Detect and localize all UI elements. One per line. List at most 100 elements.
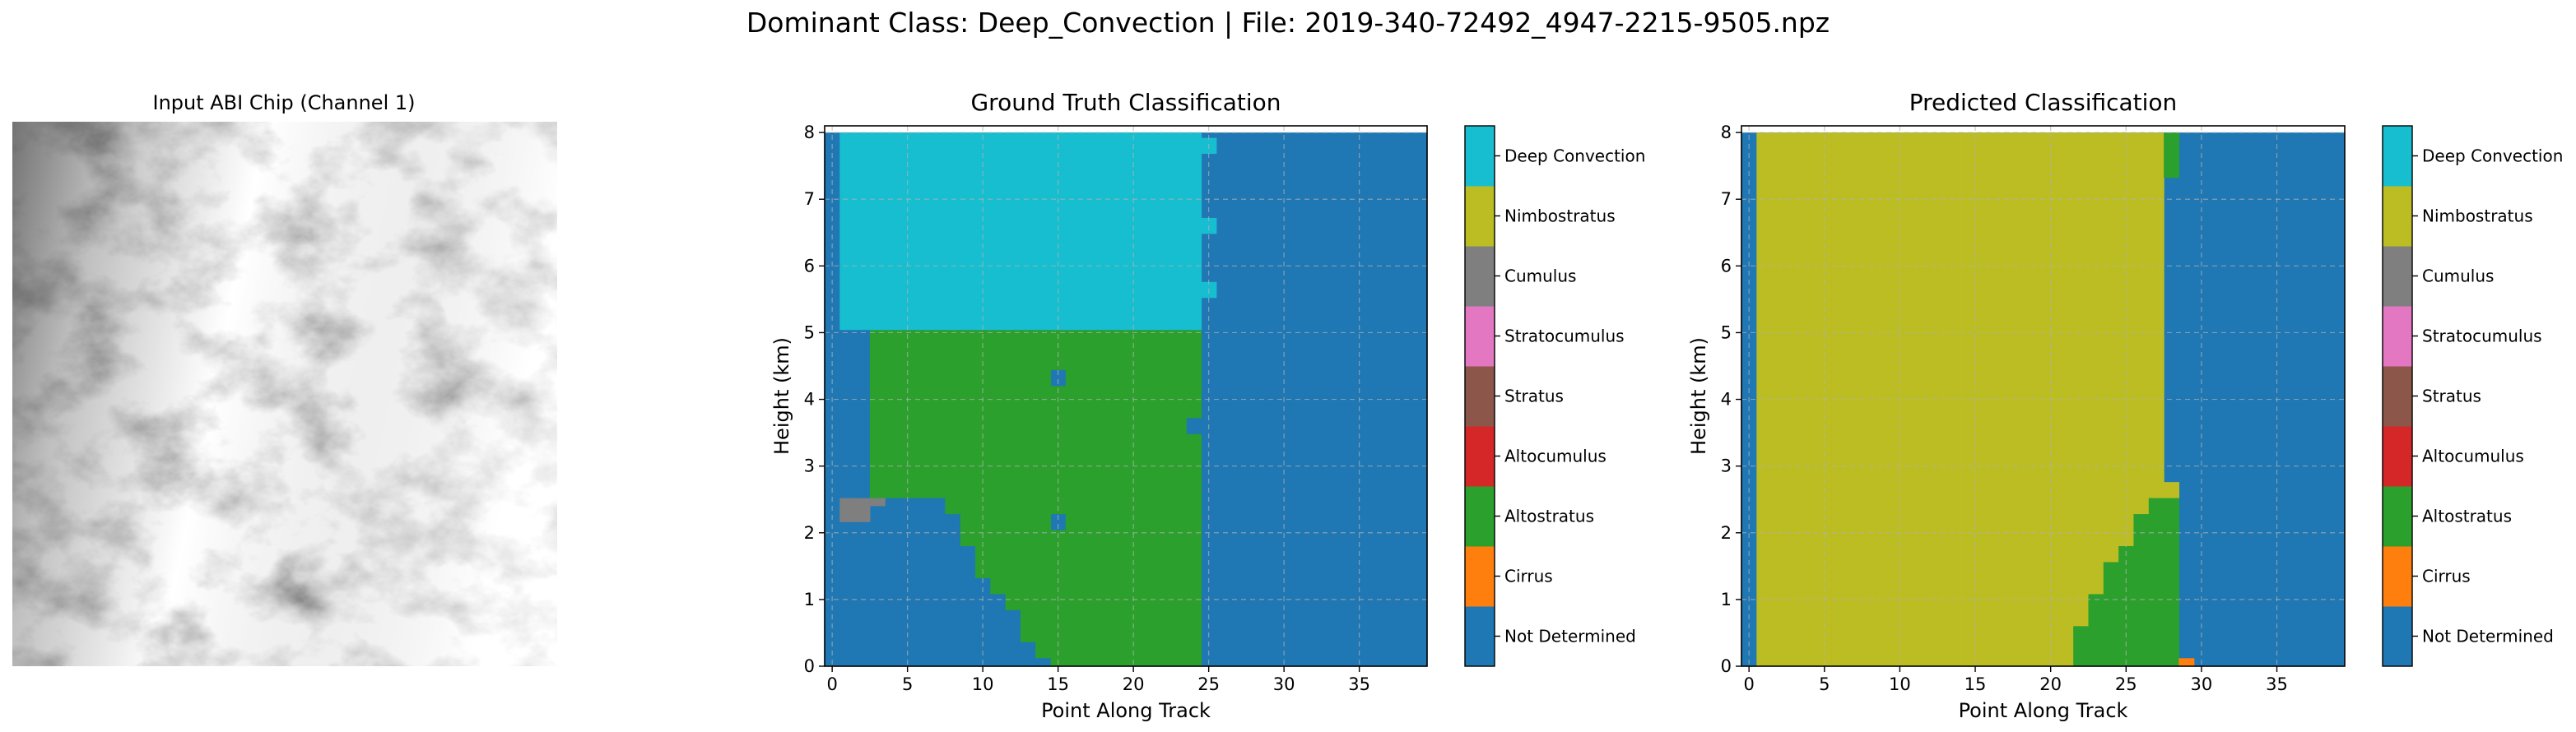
predicted-cell-x24-0 bbox=[2103, 562, 2119, 666]
ground-truth-ytick-label-8: 8 bbox=[804, 123, 815, 142]
ground-truth-cell-x21-1 bbox=[1141, 132, 1157, 331]
ground-truth-cell-x22-1 bbox=[1155, 132, 1172, 331]
ground-truth-cell-x13-0 bbox=[1020, 330, 1036, 642]
ground-truth-ytick-label-3: 3 bbox=[804, 456, 815, 476]
ground-truth-colorbar-swatch-stratus bbox=[1465, 366, 1495, 427]
predicted-ytick-label-4: 4 bbox=[1721, 390, 1732, 410]
ground-truth-ytick-label-7: 7 bbox=[804, 189, 815, 209]
figure-suptitle: Dominant Class: Deep_Convection | File: … bbox=[746, 7, 1830, 39]
predicted-colorbar-label-stratus: Stratus bbox=[2422, 387, 2481, 406]
ground-truth-cell-x12-1 bbox=[1005, 132, 1021, 331]
predicted-xtick-label-15: 15 bbox=[1965, 674, 1987, 694]
predicted-cell-x22-0 bbox=[2073, 626, 2090, 666]
predicted-cell-x28-0 bbox=[2164, 498, 2180, 666]
predicted-colorbar-label-cumulus: Cumulus bbox=[2422, 266, 2494, 286]
ground-truth-xtick-label-35: 35 bbox=[1348, 674, 1370, 694]
ground-truth-cell-x16-1 bbox=[1065, 132, 1081, 331]
ground-truth-cell-x6-0 bbox=[914, 330, 931, 498]
ground-truth-cell-x4-0 bbox=[885, 330, 901, 498]
predicted-colorbar-frame bbox=[2382, 125, 2413, 667]
predicted-ytick-label-2: 2 bbox=[1721, 523, 1732, 543]
ground-truth-colorbar-swatch-altostratus bbox=[1465, 486, 1495, 547]
ground-truth-cell-x15-3 bbox=[1050, 132, 1067, 331]
ground-truth-cell-x15-2 bbox=[1050, 330, 1067, 370]
ground-truth-cell-x5-0 bbox=[900, 330, 916, 498]
predicted-cell-x28-2 bbox=[2164, 132, 2180, 178]
predicted-ytick-label-6: 6 bbox=[1721, 256, 1732, 276]
predicted-colorbar: Not Determined Cirrus Altostratus Altocumul… bbox=[2382, 125, 2563, 667]
predicted-cell-x23-0 bbox=[2088, 594, 2104, 666]
input-chip-title: Input ABI Chip (Channel 1) bbox=[152, 91, 415, 114]
predicted-cell-x27-0 bbox=[2148, 498, 2164, 666]
ground-truth-cell-x14-0 bbox=[1035, 330, 1052, 659]
ground-truth-title: Ground Truth Classification bbox=[970, 89, 1281, 116]
ground-truth-cell-x2-0 bbox=[854, 498, 871, 522]
predicted-colorbar-swatch-nimbostratus bbox=[2383, 186, 2412, 247]
predicted-ytick-label-0: 0 bbox=[1721, 656, 1732, 676]
predicted-xtick-label-30: 30 bbox=[2191, 674, 2213, 694]
predicted-colorbar-swatch-deep-convection bbox=[2383, 126, 2412, 187]
ground-truth-cell-x14-1 bbox=[1035, 132, 1052, 331]
predicted-colorbar-swatch-stratus bbox=[2383, 366, 2412, 427]
ground-truth-colorbar-swatch-stratocumulus bbox=[1465, 306, 1495, 367]
ground-truth-xtick-label-25: 25 bbox=[1197, 674, 1220, 694]
ground-truth-cell-x18-1 bbox=[1095, 132, 1112, 331]
predicted-colorbar-swatch-stratocumulus bbox=[2383, 306, 2412, 367]
ground-truth-cell-x23-1 bbox=[1170, 132, 1187, 331]
ground-truth-cell-x22-0 bbox=[1155, 330, 1172, 666]
ground-truth-ytick-label-6: 6 bbox=[804, 256, 815, 276]
predicted-colorbar-label-altocumulus: Altocumulus bbox=[2422, 447, 2524, 466]
ground-truth-cell-x17-1 bbox=[1081, 132, 1096, 331]
predicted-title: Predicted Classification bbox=[1909, 89, 2178, 116]
predicted-cell-x27-1 bbox=[2148, 132, 2164, 498]
ground-truth-xlabel: Point Along Track bbox=[1041, 699, 1211, 722]
input-chip-panel: Input ABI Chip (Channel 1) bbox=[12, 91, 557, 666]
ground-truth-cell-x4-1 bbox=[885, 132, 901, 331]
ground-truth-colorbar-label-stratocumulus: Stratocumulus bbox=[1504, 327, 1625, 346]
ground-truth-cell-x1-1 bbox=[839, 132, 856, 331]
ground-truth-ytick-label-4: 4 bbox=[804, 390, 815, 410]
input-chip-shading bbox=[12, 122, 557, 666]
predicted-ytick-label-1: 1 bbox=[1721, 590, 1732, 609]
predicted-colorbar-label-cirrus: Cirrus bbox=[2422, 567, 2471, 586]
predicted-axes: 0 5 10 15 20 25 30 35 0 1 2 3 4 5 6 7 8 Predicted Classif… bbox=[1687, 89, 2346, 722]
ground-truth-colorbar-label-nimbostratus: Nimbostratus bbox=[1504, 206, 1616, 226]
ground-truth-ytick-label-2: 2 bbox=[804, 523, 815, 543]
predicted-ytick-label-7: 7 bbox=[1721, 189, 1732, 209]
predicted-colorbar-label-nimbostratus: Nimbostratus bbox=[2422, 206, 2533, 226]
ground-truth-cell-x19-1 bbox=[1110, 132, 1127, 331]
ground-truth-cell-x3-0 bbox=[869, 498, 886, 507]
ground-truth-cell-x23-0 bbox=[1170, 330, 1187, 666]
ground-truth-colorbar-swatch-altocumulus bbox=[1465, 426, 1495, 487]
predicted-xtick-label-10: 10 bbox=[1889, 674, 1911, 694]
ground-truth-ytick-label-1: 1 bbox=[804, 590, 815, 609]
ground-truth-ytick-label-0: 0 bbox=[804, 656, 815, 676]
ground-truth-cell-x24-0 bbox=[1186, 433, 1202, 666]
ground-truth-cell-x9-1 bbox=[960, 132, 976, 331]
ground-truth-cell-x7-0 bbox=[930, 330, 946, 498]
predicted-cell-x23-1 bbox=[2088, 132, 2104, 595]
ground-truth-colorbar-frame bbox=[1464, 125, 1495, 667]
ground-truth-colorbar-label-not-determined: Not Determined bbox=[1504, 627, 1636, 646]
predicted-cell-x24-1 bbox=[2103, 132, 2119, 563]
ground-truth-cell-x3-1 bbox=[869, 330, 886, 498]
predicted-cell-x28-1 bbox=[2164, 482, 2180, 498]
predicted-colorbar-swatch-cumulus bbox=[2383, 246, 2412, 307]
predicted-xtick-label-5: 5 bbox=[1819, 674, 1830, 694]
ground-truth-ylabel: Height (km) bbox=[770, 337, 793, 455]
predicted-xtick-label-25: 25 bbox=[2115, 674, 2137, 694]
predicted-cell-x26-1 bbox=[2133, 132, 2150, 515]
predicted-axes-frame bbox=[1741, 125, 2346, 667]
predicted-colorbar-swatch-cirrus bbox=[2383, 546, 2412, 607]
ground-truth-cell-x7-1 bbox=[930, 132, 946, 331]
ground-truth-cell-x2-1 bbox=[854, 132, 871, 331]
ground-truth-axes: 0 5 10 15 20 25 30 35 0 1 2 3 4 5 6 7 8 Ground Truth Clas… bbox=[770, 89, 1428, 722]
ground-truth-cell-x9-0 bbox=[960, 330, 976, 546]
predicted-ytick-label-8: 8 bbox=[1721, 123, 1732, 142]
predicted-cell-x25-1 bbox=[2118, 132, 2135, 546]
ground-truth-cell-x6-1 bbox=[914, 132, 931, 331]
predicted-colorbar-swatch-not-determined bbox=[2383, 606, 2412, 667]
ground-truth-cell-x24-1 bbox=[1186, 330, 1202, 419]
predicted-colorbar-label-stratocumulus: Stratocumulus bbox=[2422, 327, 2542, 346]
predicted-xlabel: Point Along Track bbox=[1959, 699, 2128, 722]
